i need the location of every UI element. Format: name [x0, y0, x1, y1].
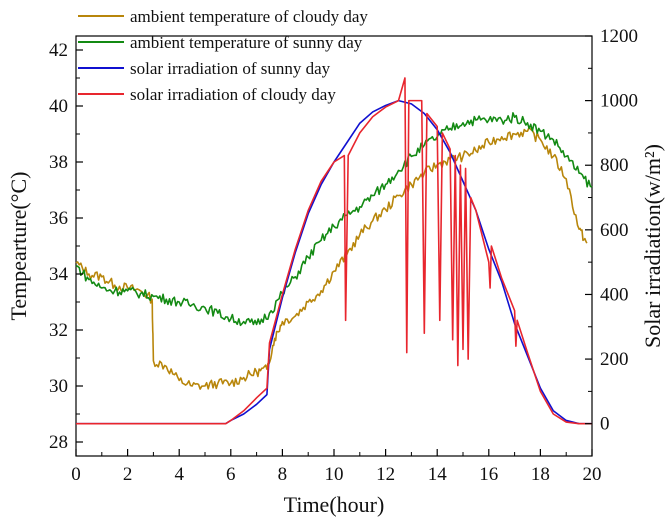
x-tick-label: 14 [428, 464, 448, 485]
legend-entry-label: solar irradiation of sunny day [130, 59, 331, 78]
x-tick-label: 16 [479, 464, 498, 485]
axis-layer: 0 2 4 6 8 10 12 14 16 18 20 28 30 32 34 36 38 40 42 0 200 400… [49, 26, 638, 485]
x-tick-label: 0 [71, 464, 81, 485]
series-line-1 [75, 112, 593, 327]
y-axis-right-title: Solar irradiation(w/m²) [640, 144, 665, 348]
y-right-tick-label: 200 [600, 349, 629, 370]
y-right-tick-label: 400 [600, 284, 629, 305]
legend: ambient temperature of cloudy day ambient… [78, 7, 368, 104]
x-tick-label: 4 [174, 464, 184, 485]
y-left-tick-label: 38 [49, 152, 68, 173]
y-left-tick-label: 32 [49, 320, 68, 341]
x-tick-label: 20 [583, 464, 602, 485]
y-left-tick-label: 28 [49, 432, 68, 453]
y-left-tick-label: 36 [49, 208, 68, 229]
y-right-tick-label: 600 [600, 220, 629, 241]
y-left-tick-label: 42 [49, 40, 68, 61]
series-line-2 [76, 99, 592, 425]
y-left-tick-label: 30 [49, 376, 68, 397]
y-left-tick-label: 34 [49, 264, 69, 285]
legend-entry-label: solar irradiation of cloudy day [130, 85, 336, 104]
y-right-tick-label: 1200 [600, 26, 638, 47]
series-layer [75, 77, 593, 425]
x-tick-label: 2 [123, 464, 133, 485]
y-axis-left-title: Tempearture(°C) [6, 172, 31, 321]
y-right-tick-label: 1000 [600, 91, 638, 112]
x-tick-label: 10 [325, 464, 344, 485]
x-tick-label: 6 [226, 464, 236, 485]
series-line-3 [76, 77, 592, 425]
legend-entry-label: ambient temperature of sunny day [130, 33, 363, 52]
x-tick-label: 8 [278, 464, 288, 485]
y-right-tick-label: 800 [600, 155, 629, 176]
legend-entry-label: ambient temperature of cloudy day [130, 7, 368, 26]
y-left-tick-label: 40 [49, 96, 68, 117]
series-line-0 [75, 126, 588, 390]
x-axis-title: Time(hour) [284, 492, 385, 517]
x-tick-label: 18 [531, 464, 550, 485]
x-tick-label: 12 [376, 464, 395, 485]
y-right-tick-label: 0 [600, 414, 610, 435]
